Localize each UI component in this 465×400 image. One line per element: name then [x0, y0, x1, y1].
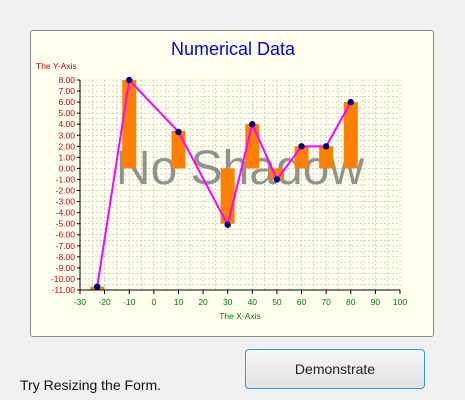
x-tick-label: -10 [123, 297, 136, 307]
y-tick-label: 0.00 [58, 163, 75, 173]
x-tick-label: 30 [223, 297, 233, 307]
y-tick-label: -10.00 [51, 274, 75, 284]
bar [343, 102, 358, 169]
x-tick-label: 50 [272, 297, 282, 307]
bar [122, 80, 137, 169]
x-tick-label: 0 [151, 297, 156, 307]
bar [319, 146, 334, 169]
x-axis-title: The X-Axis [219, 311, 261, 321]
x-tick-label: 10 [174, 297, 184, 307]
y-tick-label: -6.00 [56, 230, 76, 240]
y-tick-label: -9.00 [56, 263, 76, 273]
data-point [249, 121, 256, 128]
y-tick-label: 4.00 [58, 119, 75, 129]
chart: No Shadow8.007.006.005.004.003.002.001.0… [36, 39, 407, 321]
data-point [126, 76, 133, 84]
x-tick-label: 80 [346, 297, 356, 307]
y-tick-label: -1.00 [56, 174, 76, 184]
x-tick-label: -30 [74, 297, 87, 307]
x-tick-label: 60 [297, 297, 307, 307]
data-point [175, 128, 182, 136]
bar [171, 130, 186, 169]
chart-panel: No Shadow 8.00 7.00 6.00 5.00 4.00 3.00 2.00 1.0… [30, 30, 434, 337]
y-tick-label: -11.00 [52, 285, 76, 295]
y-tick-label: -2.00 [56, 186, 76, 196]
data-point [224, 221, 231, 228]
data-point [347, 98, 354, 106]
hint-label: Try Resizing the Form. [20, 377, 162, 393]
y-tick-label: -4.00 [56, 208, 76, 218]
y-tick-label: 3.00 [58, 130, 75, 140]
data-point [273, 176, 281, 183]
y-tick-label: 8.00 [58, 75, 75, 85]
y-tick-label: -3.00 [56, 197, 76, 207]
x-tick-label: 70 [321, 297, 331, 307]
chart-title: Numerical Data [171, 39, 296, 59]
demonstrate-button[interactable]: Demonstrate [245, 349, 425, 389]
y-tick-label: 2.00 [58, 141, 75, 151]
x-tick-label: 40 [248, 297, 258, 307]
data-point [94, 283, 101, 290]
y-tick-label: 1.00 [58, 152, 75, 162]
x-tick-label: 100 [393, 297, 407, 307]
x-tick-label: -20 [98, 297, 111, 307]
y-axis-title: The Y-Axis [36, 61, 77, 71]
y-tick-label: 6.00 [58, 97, 75, 107]
y-tick-label: -5.00 [56, 219, 76, 229]
x-tick-label: 90 [371, 297, 381, 307]
bar [269, 168, 284, 180]
data-point [298, 143, 305, 150]
y-tick-label: -8.00 [56, 252, 76, 262]
bar [294, 146, 309, 169]
y-tick-label: 5.00 [58, 108, 75, 118]
y-tick-label: -7.00 [56, 241, 76, 251]
x-tick-label: 20 [198, 297, 208, 307]
data-point [322, 143, 330, 150]
y-tick-label: 7.00 [58, 86, 75, 96]
